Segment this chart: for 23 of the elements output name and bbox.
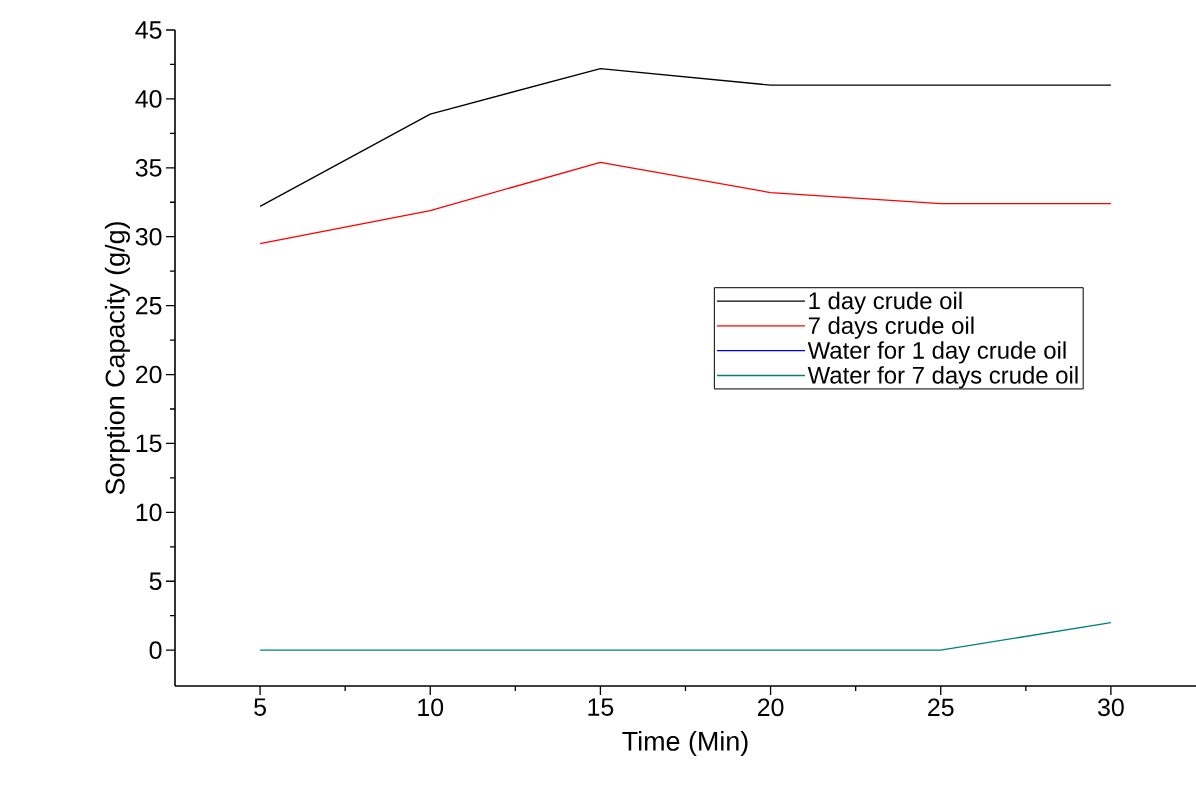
y-tick-label: 5 — [149, 572, 162, 590]
legend-label: 1 day crude oil — [809, 291, 962, 314]
y-tick-label: 10 — [136, 503, 162, 522]
legend-label: Water for 1 day crude oil — [807, 341, 1066, 364]
legend-label: 7 days crude oil — [808, 316, 974, 339]
legend-label: Water for 7 days crude oil — [807, 366, 1078, 389]
y-tick-label: 40 — [135, 90, 162, 108]
y-axis-title: Sorption Capacity (g/g) — [104, 222, 130, 495]
line-series — [259, 161, 1112, 245]
x-tick-label: 15 — [588, 698, 614, 716]
x-axis-title: Time (Min) — [622, 730, 748, 757]
y-tick-label: 15 — [136, 434, 162, 453]
x-tick-label: 10 — [418, 698, 444, 717]
y-tick-label: 45 — [135, 21, 162, 39]
y-tick-label: 25 — [136, 296, 162, 315]
x-tick-label: 20 — [757, 698, 784, 717]
x-tick-label: 25 — [928, 698, 954, 717]
y-tick-label: 20 — [136, 365, 162, 384]
x-tick-label: 5 — [254, 698, 266, 716]
y-tick-label: 0 — [149, 641, 162, 659]
y-tick-label: 35 — [135, 158, 162, 177]
x-tick-label: 30 — [1098, 698, 1124, 717]
y-tick-label: 30 — [135, 227, 162, 246]
